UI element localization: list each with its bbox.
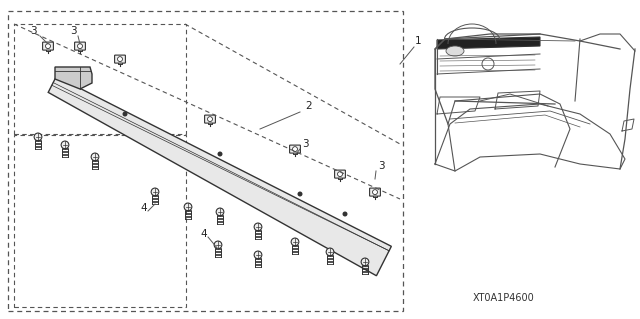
Circle shape [337,172,342,176]
FancyBboxPatch shape [115,55,125,63]
Text: 4: 4 [140,203,147,213]
Circle shape [342,211,348,217]
Bar [14,24,186,134]
Circle shape [291,238,299,246]
Circle shape [45,44,51,48]
Circle shape [151,188,159,196]
Text: 3: 3 [302,139,308,149]
Circle shape [254,251,262,259]
Bar [14,135,186,307]
Circle shape [292,147,298,152]
Circle shape [361,258,369,266]
Circle shape [372,190,378,195]
Circle shape [61,141,69,149]
Circle shape [254,223,262,231]
Circle shape [207,117,212,122]
Text: XT0A1P4600: XT0A1P4600 [473,293,535,303]
FancyBboxPatch shape [370,188,380,196]
Circle shape [216,208,224,216]
Polygon shape [437,37,540,49]
Circle shape [482,58,494,70]
Text: 2: 2 [305,101,312,111]
Polygon shape [55,67,92,89]
Bar [8,11,403,311]
Text: 1: 1 [415,36,422,46]
Circle shape [214,241,222,249]
Text: 3: 3 [70,26,77,36]
Text: 4: 4 [200,229,207,239]
Text: 3: 3 [30,26,36,36]
FancyBboxPatch shape [205,115,216,123]
Polygon shape [48,76,391,276]
Circle shape [118,57,122,62]
FancyBboxPatch shape [43,42,53,50]
Text: 3: 3 [378,161,385,171]
Circle shape [77,44,83,48]
FancyBboxPatch shape [335,170,346,178]
Circle shape [34,133,42,141]
Circle shape [122,112,127,116]
Ellipse shape [446,46,464,56]
Circle shape [218,152,223,157]
Circle shape [91,153,99,161]
Circle shape [326,248,334,256]
FancyBboxPatch shape [75,42,85,50]
FancyBboxPatch shape [290,145,300,153]
Circle shape [184,203,192,211]
Circle shape [298,191,303,197]
